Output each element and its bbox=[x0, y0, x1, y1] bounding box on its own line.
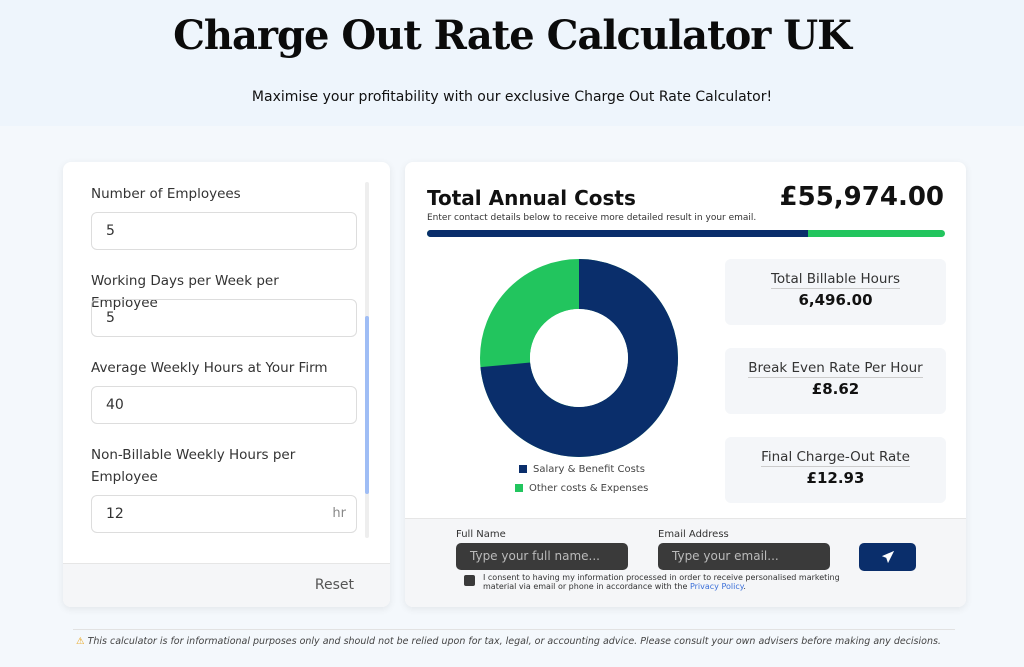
salary-costs-slice bbox=[480, 259, 678, 457]
name-label: Full Name bbox=[456, 529, 506, 540]
cost-split-bar bbox=[427, 230, 945, 237]
hours-unit: hr bbox=[332, 506, 346, 521]
paper-plane-icon bbox=[881, 550, 894, 564]
total-annual-costs: £55,974.00 bbox=[779, 182, 944, 212]
legend-salary-swatch bbox=[519, 465, 527, 473]
non-billable-label: Non-Billable Weekly Hours per Employee bbox=[91, 447, 296, 485]
weekly-hours-input[interactable]: 40 bbox=[91, 386, 357, 424]
stat-label: Break Even Rate Per Hour bbox=[748, 360, 923, 378]
non-billable-value: 12 bbox=[106, 506, 124, 522]
disclaimer: ⚠ This calculator is for informational p… bbox=[76, 636, 941, 647]
name-input[interactable]: Type your full name... bbox=[456, 543, 628, 570]
results-title: Total Annual Costs bbox=[427, 186, 636, 210]
legend-other-swatch bbox=[515, 484, 523, 492]
consent-checkbox[interactable] bbox=[464, 575, 475, 586]
legend-salary: Salary & Benefit Costs bbox=[519, 464, 645, 475]
results-subtitle: Enter contact details below to receive m… bbox=[427, 213, 757, 223]
contact-form: Full Name Type your full name... Email A… bbox=[405, 518, 966, 607]
stat-charge-out: Final Charge-Out Rate £12.93 bbox=[725, 437, 946, 503]
page-subtitle: Maximise your profitability with our exc… bbox=[251, 89, 773, 105]
stat-value: £8.62 bbox=[811, 380, 860, 398]
divider bbox=[73, 629, 955, 630]
results-panel: Total Annual Costs Enter contact details… bbox=[405, 162, 966, 607]
legend-other-label: Other costs & Expenses bbox=[529, 483, 649, 494]
email-input[interactable]: Type your email... bbox=[658, 543, 830, 570]
consent-period: . bbox=[743, 582, 746, 591]
legend-salary-label: Salary & Benefit Costs bbox=[533, 464, 645, 475]
scrollbar-thumb[interactable] bbox=[365, 316, 369, 494]
consent-label: I consent to having my information proce… bbox=[483, 573, 840, 591]
working-days-input[interactable]: 5 bbox=[91, 299, 357, 337]
disclaimer-text: This calculator is for informational pur… bbox=[87, 636, 941, 647]
hero: Charge Out Rate Calculator UK Maximise y… bbox=[0, 0, 1024, 126]
weekly-hours-label: Average Weekly Hours at Your Firm bbox=[91, 360, 328, 376]
stat-label: Final Charge-Out Rate bbox=[761, 449, 910, 467]
employees-label: Number of Employees bbox=[91, 186, 241, 202]
salary-share-fill bbox=[427, 230, 808, 237]
consent-text: I consent to having my information proce… bbox=[483, 573, 843, 591]
legend-other: Other costs & Expenses bbox=[515, 483, 648, 494]
page-title: Charge Out Rate Calculator UK bbox=[173, 12, 852, 59]
cost-donut-chart bbox=[480, 259, 678, 457]
privacy-policy-link[interactable]: Privacy Policy bbox=[689, 582, 744, 591]
reset-button[interactable]: Reset bbox=[314, 577, 354, 593]
send-button[interactable] bbox=[859, 543, 916, 571]
stat-value: 6,496.00 bbox=[798, 291, 873, 309]
panel-footer: Reset bbox=[63, 563, 390, 607]
non-billable-input[interactable]: 12 hr bbox=[91, 495, 357, 533]
input-panel: Number of Employees 5 Working Days per W… bbox=[63, 162, 390, 607]
warning-icon: ⚠ bbox=[76, 636, 85, 647]
email-label: Email Address bbox=[658, 529, 729, 540]
employees-input[interactable]: 5 bbox=[91, 212, 357, 250]
stat-value: £12.93 bbox=[806, 469, 865, 487]
stat-label: Total Billable Hours bbox=[770, 271, 901, 289]
stat-break-even: Break Even Rate Per Hour £8.62 bbox=[725, 348, 946, 414]
stat-billable-hours: Total Billable Hours 6,496.00 bbox=[725, 259, 946, 325]
scrollbar[interactable] bbox=[365, 182, 369, 538]
donut-hole bbox=[530, 309, 628, 407]
